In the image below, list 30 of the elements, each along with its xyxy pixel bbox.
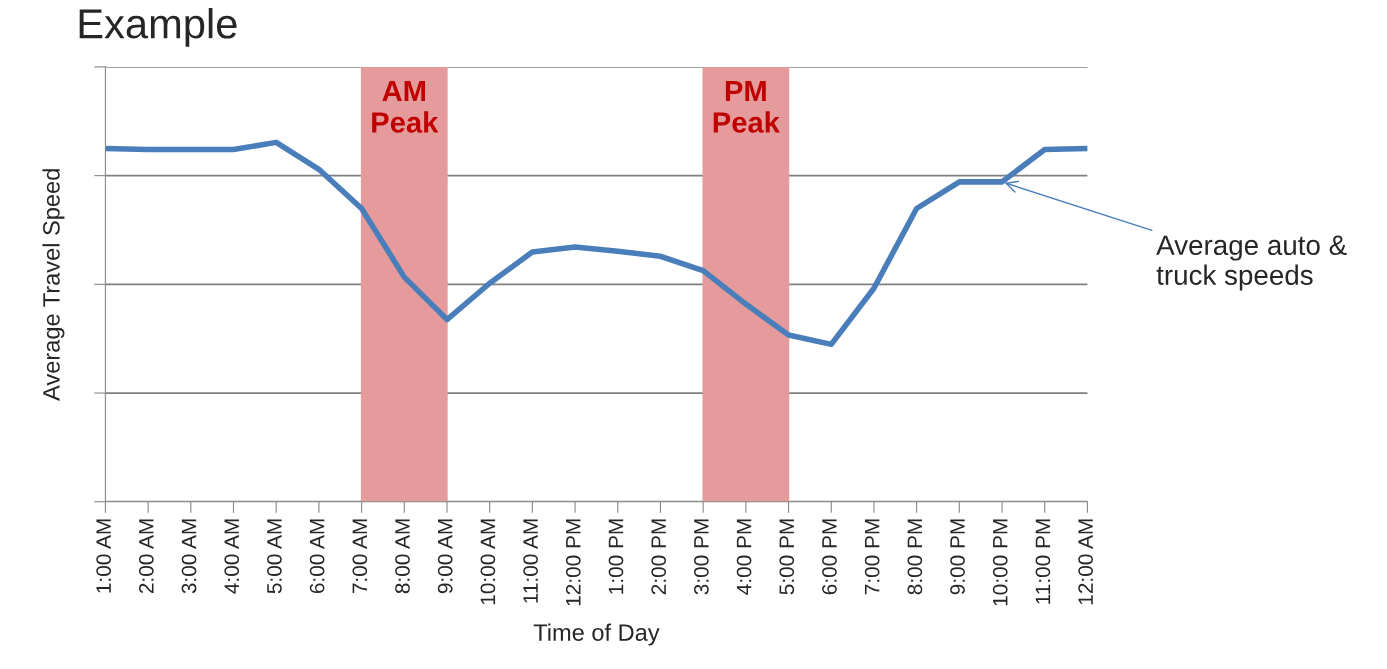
- x-tick-label: 10:00 PM: [992, 519, 1008, 606]
- x-tick-label: 6:00 PM: [822, 519, 837, 595]
- x-axis-title: Time of Day: [533, 623, 660, 646]
- x-tick-label: 4:00 AM: [224, 519, 240, 594]
- x-tick-label: 7:00 PM: [864, 519, 880, 595]
- x-tick-label: 5:00 PM: [779, 519, 795, 595]
- y-axis-title: Average Travel Speed: [42, 169, 65, 401]
- x-tick-label: 12:00 AM: [1078, 519, 1093, 605]
- x-tick-label: 8:00 AM: [395, 519, 410, 594]
- x-tick-label: 12:00 PM: [565, 519, 581, 606]
- x-tick-label: 3:00 AM: [181, 519, 197, 594]
- x-tick-label: 6:00 AM: [309, 519, 325, 594]
- x-tick-label: 5:00 AM: [267, 519, 282, 594]
- x-tick-label: 9:00 AM: [437, 519, 453, 594]
- band-label: AM Peak: [372, 81, 439, 133]
- x-tick-label: 9:00 PM: [950, 519, 965, 595]
- x-tick-label: 2:00 AM: [138, 519, 154, 594]
- chart-title: Example: [79, 7, 237, 47]
- x-tick-label: 8:00 PM: [907, 519, 923, 595]
- x-tick-label: 1:00 AM: [96, 519, 111, 593]
- x-tick-label: 2:00 PM: [651, 519, 667, 595]
- x-tick-label: 3:00 PM: [693, 519, 709, 595]
- annotation: Average auto & truck speeds: [1156, 235, 1347, 291]
- x-tick-label: 10:00 AM: [480, 519, 496, 605]
- x-tick-label: 7:00 AM: [352, 519, 368, 594]
- band-label: PM Peak: [713, 81, 780, 133]
- x-tick-label: 11:00 PM: [1035, 519, 1051, 604]
- x-tick-label: 1:00 PM: [608, 519, 624, 594]
- x-tick-label: 4:00 PM: [736, 519, 752, 595]
- x-tick-label: 11:00 AM: [523, 519, 538, 603]
